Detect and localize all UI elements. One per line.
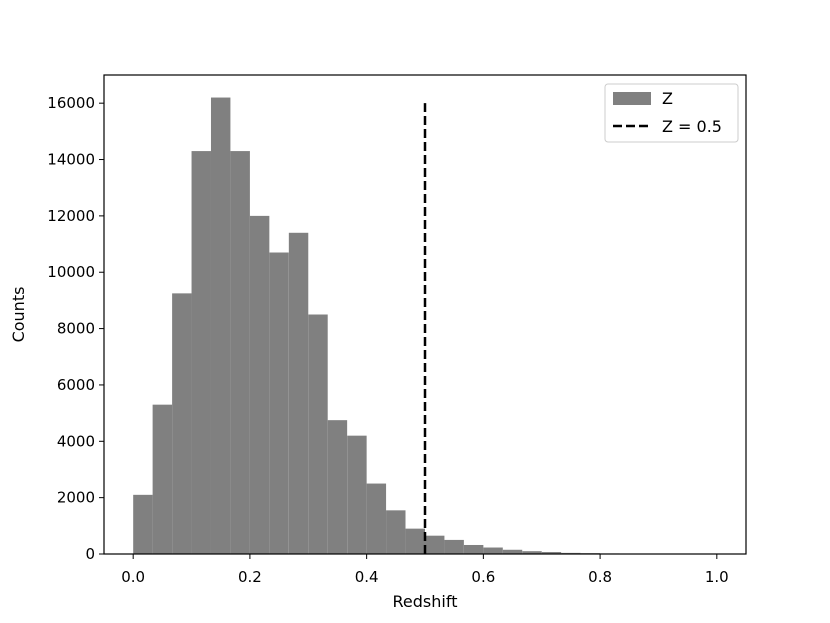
- x-tick-label: 0.0: [121, 568, 145, 586]
- histogram-bars: [133, 97, 717, 555]
- y-axis-label: Counts: [9, 287, 28, 343]
- histogram-bar: [269, 252, 289, 554]
- y-tick-label: 12000: [47, 207, 95, 225]
- histogram-bar: [249, 215, 270, 554]
- y-tick-label: 8000: [57, 320, 95, 338]
- histogram-bar: [133, 494, 153, 554]
- x-tick-label: 0.8: [588, 568, 612, 586]
- y-tick-label: 14000: [47, 151, 95, 169]
- histogram-bar: [405, 528, 425, 554]
- legend-label-z: Z: [662, 89, 673, 108]
- legend-label-z-threshold: Z = 0.5: [662, 117, 722, 136]
- x-axis-ticks: 0.0 0.2 0.4 0.6 0.8 1.0: [121, 554, 729, 586]
- plot-frame: [103, 74, 747, 555]
- histogram-bar: [152, 404, 173, 554]
- histogram-bar: [541, 552, 562, 554]
- histogram-bar: [502, 549, 523, 554]
- y-tick-label: 2000: [57, 489, 95, 507]
- histogram-bar: [483, 547, 503, 554]
- legend: Z Z = 0.5: [604, 83, 739, 143]
- y-tick-label: 4000: [57, 432, 95, 450]
- y-tick-label: 0: [85, 545, 95, 563]
- histogram-bar: [366, 483, 387, 554]
- x-tick-label: 0.2: [238, 568, 262, 586]
- histogram-bar: [444, 539, 464, 554]
- x-tick-label: 0.6: [471, 568, 495, 586]
- histogram-bar: [308, 314, 328, 554]
- histogram-bar: [327, 420, 348, 554]
- histogram-bar: [210, 97, 231, 555]
- histogram-bar: [230, 151, 250, 554]
- y-tick-label: 16000: [47, 94, 95, 112]
- y-axis-ticks: 0 2000 4000 6000 8000 10000 12000 14000 16000: [47, 94, 104, 563]
- x-tick-label: 1.0: [705, 568, 729, 586]
- histogram-bar: [463, 544, 484, 554]
- x-tick-label: 0.4: [355, 568, 379, 586]
- histogram-bar: [288, 232, 309, 554]
- x-axis-label: Redshift: [393, 592, 458, 611]
- histogram-bar: [425, 535, 445, 554]
- histogram-bar: [522, 551, 542, 554]
- y-tick-label: 6000: [57, 376, 95, 394]
- y-tick-label: 10000: [47, 263, 95, 281]
- histogram-bar: [386, 510, 406, 554]
- histogram-bar: [347, 435, 367, 554]
- legend-swatch-z: [613, 92, 651, 105]
- histogram-bar: [191, 151, 211, 554]
- histogram-bar: [172, 293, 192, 554]
